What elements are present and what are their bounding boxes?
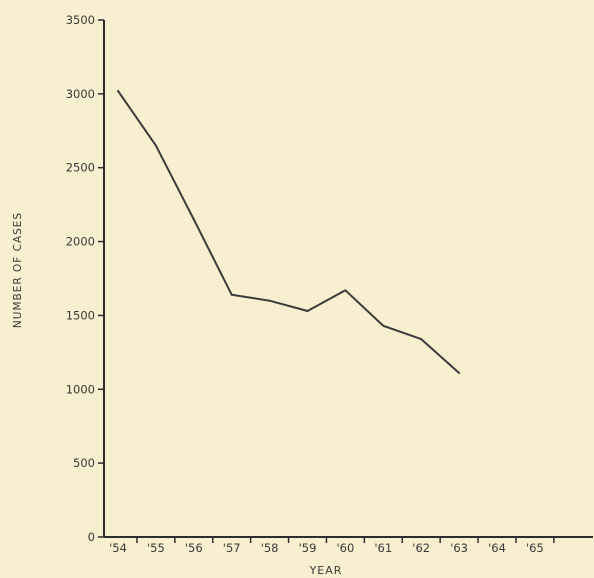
data-point <box>382 324 385 327</box>
data-point <box>458 372 461 375</box>
data-point <box>306 309 309 312</box>
x-tick-label: '63 <box>450 541 468 555</box>
data-point <box>268 299 271 302</box>
y-axis-ticks: 0 500 1000 1500 2000 2500 3000 3500 <box>66 13 104 544</box>
x-axis-ticks: '54 '55 '56 '57 '58 '59 '60 '61 '62 '63 '64 '65 <box>109 537 555 555</box>
data-point <box>154 144 157 147</box>
y-tick-label: 1000 <box>66 382 95 396</box>
x-tick-label: '61 <box>374 541 392 555</box>
data-points <box>117 89 461 375</box>
data-point <box>420 338 423 341</box>
x-tick-label: '62 <box>412 541 430 555</box>
data-point <box>344 289 347 292</box>
x-tick-label: '55 <box>147 541 165 555</box>
data-point <box>117 89 119 92</box>
y-tick-label: 3500 <box>66 13 95 27</box>
data-point <box>230 293 233 296</box>
y-tick-label: 2000 <box>66 235 95 249</box>
series-line <box>117 90 460 374</box>
y-tick-label: 500 <box>73 456 95 470</box>
x-tick-label: '58 <box>261 541 279 555</box>
y-tick-label: 0 <box>88 530 95 544</box>
y-axis-label: NUMBER OF CASES <box>12 212 24 328</box>
x-tick-label: '54 <box>109 541 127 555</box>
x-tick-label: '60 <box>337 541 355 555</box>
x-tick-label: '57 <box>223 541 241 555</box>
y-tick-label: 2500 <box>66 161 95 175</box>
x-tick-label: '65 <box>526 541 544 555</box>
data-point <box>192 218 195 221</box>
y-tick-label: 3000 <box>66 87 95 101</box>
x-tick-label: '64 <box>488 541 506 555</box>
x-tick-label: '59 <box>299 541 317 555</box>
y-tick-label: 1500 <box>66 308 95 322</box>
x-tick-label: '56 <box>185 541 203 555</box>
x-axis-label: YEAR <box>309 564 343 577</box>
